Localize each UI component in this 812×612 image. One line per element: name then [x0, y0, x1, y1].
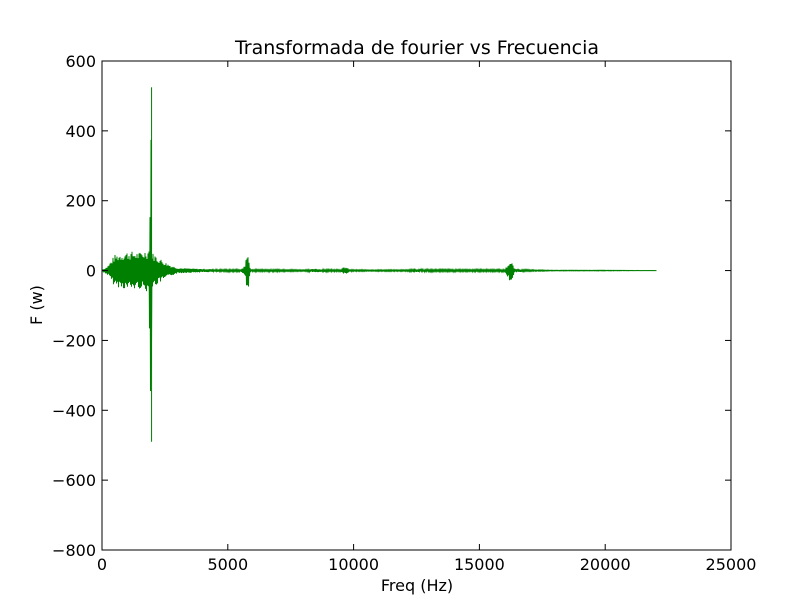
y-tick-label: −800 [52, 541, 96, 560]
y-tick-label: −400 [52, 401, 96, 420]
y-tick-label: 600 [65, 52, 96, 71]
chart-title: Transformada de fourier vs Frecuencia [234, 37, 599, 59]
data-layer [101, 87, 657, 442]
y-ticks: 600 400 200 0 −200 −400 −600 −800 [52, 52, 731, 560]
series-line-0 [101, 87, 657, 442]
y-tick-label: 0 [86, 262, 96, 281]
x-tick-label: 0 [97, 555, 107, 574]
x-tick-label: 20000 [580, 555, 631, 574]
y-tick-label: 200 [65, 192, 96, 211]
y-tick-label: −600 [52, 471, 96, 490]
y-tick-label: −200 [52, 331, 96, 350]
axes-frame [101, 60, 732, 551]
y-axis-label: F (w) [27, 285, 46, 325]
x-ticks: 0 5000 10000 15000 20000 25000 [97, 61, 757, 574]
x-tick-label: 25000 [706, 555, 757, 574]
y-tick-label: 400 [65, 122, 96, 141]
x-tick-label: 5000 [207, 555, 248, 574]
plot-area [102, 61, 731, 550]
x-tick-label: 10000 [328, 555, 379, 574]
x-tick-label: 15000 [454, 555, 505, 574]
x-axis-label: Freq (Hz) [381, 576, 453, 595]
